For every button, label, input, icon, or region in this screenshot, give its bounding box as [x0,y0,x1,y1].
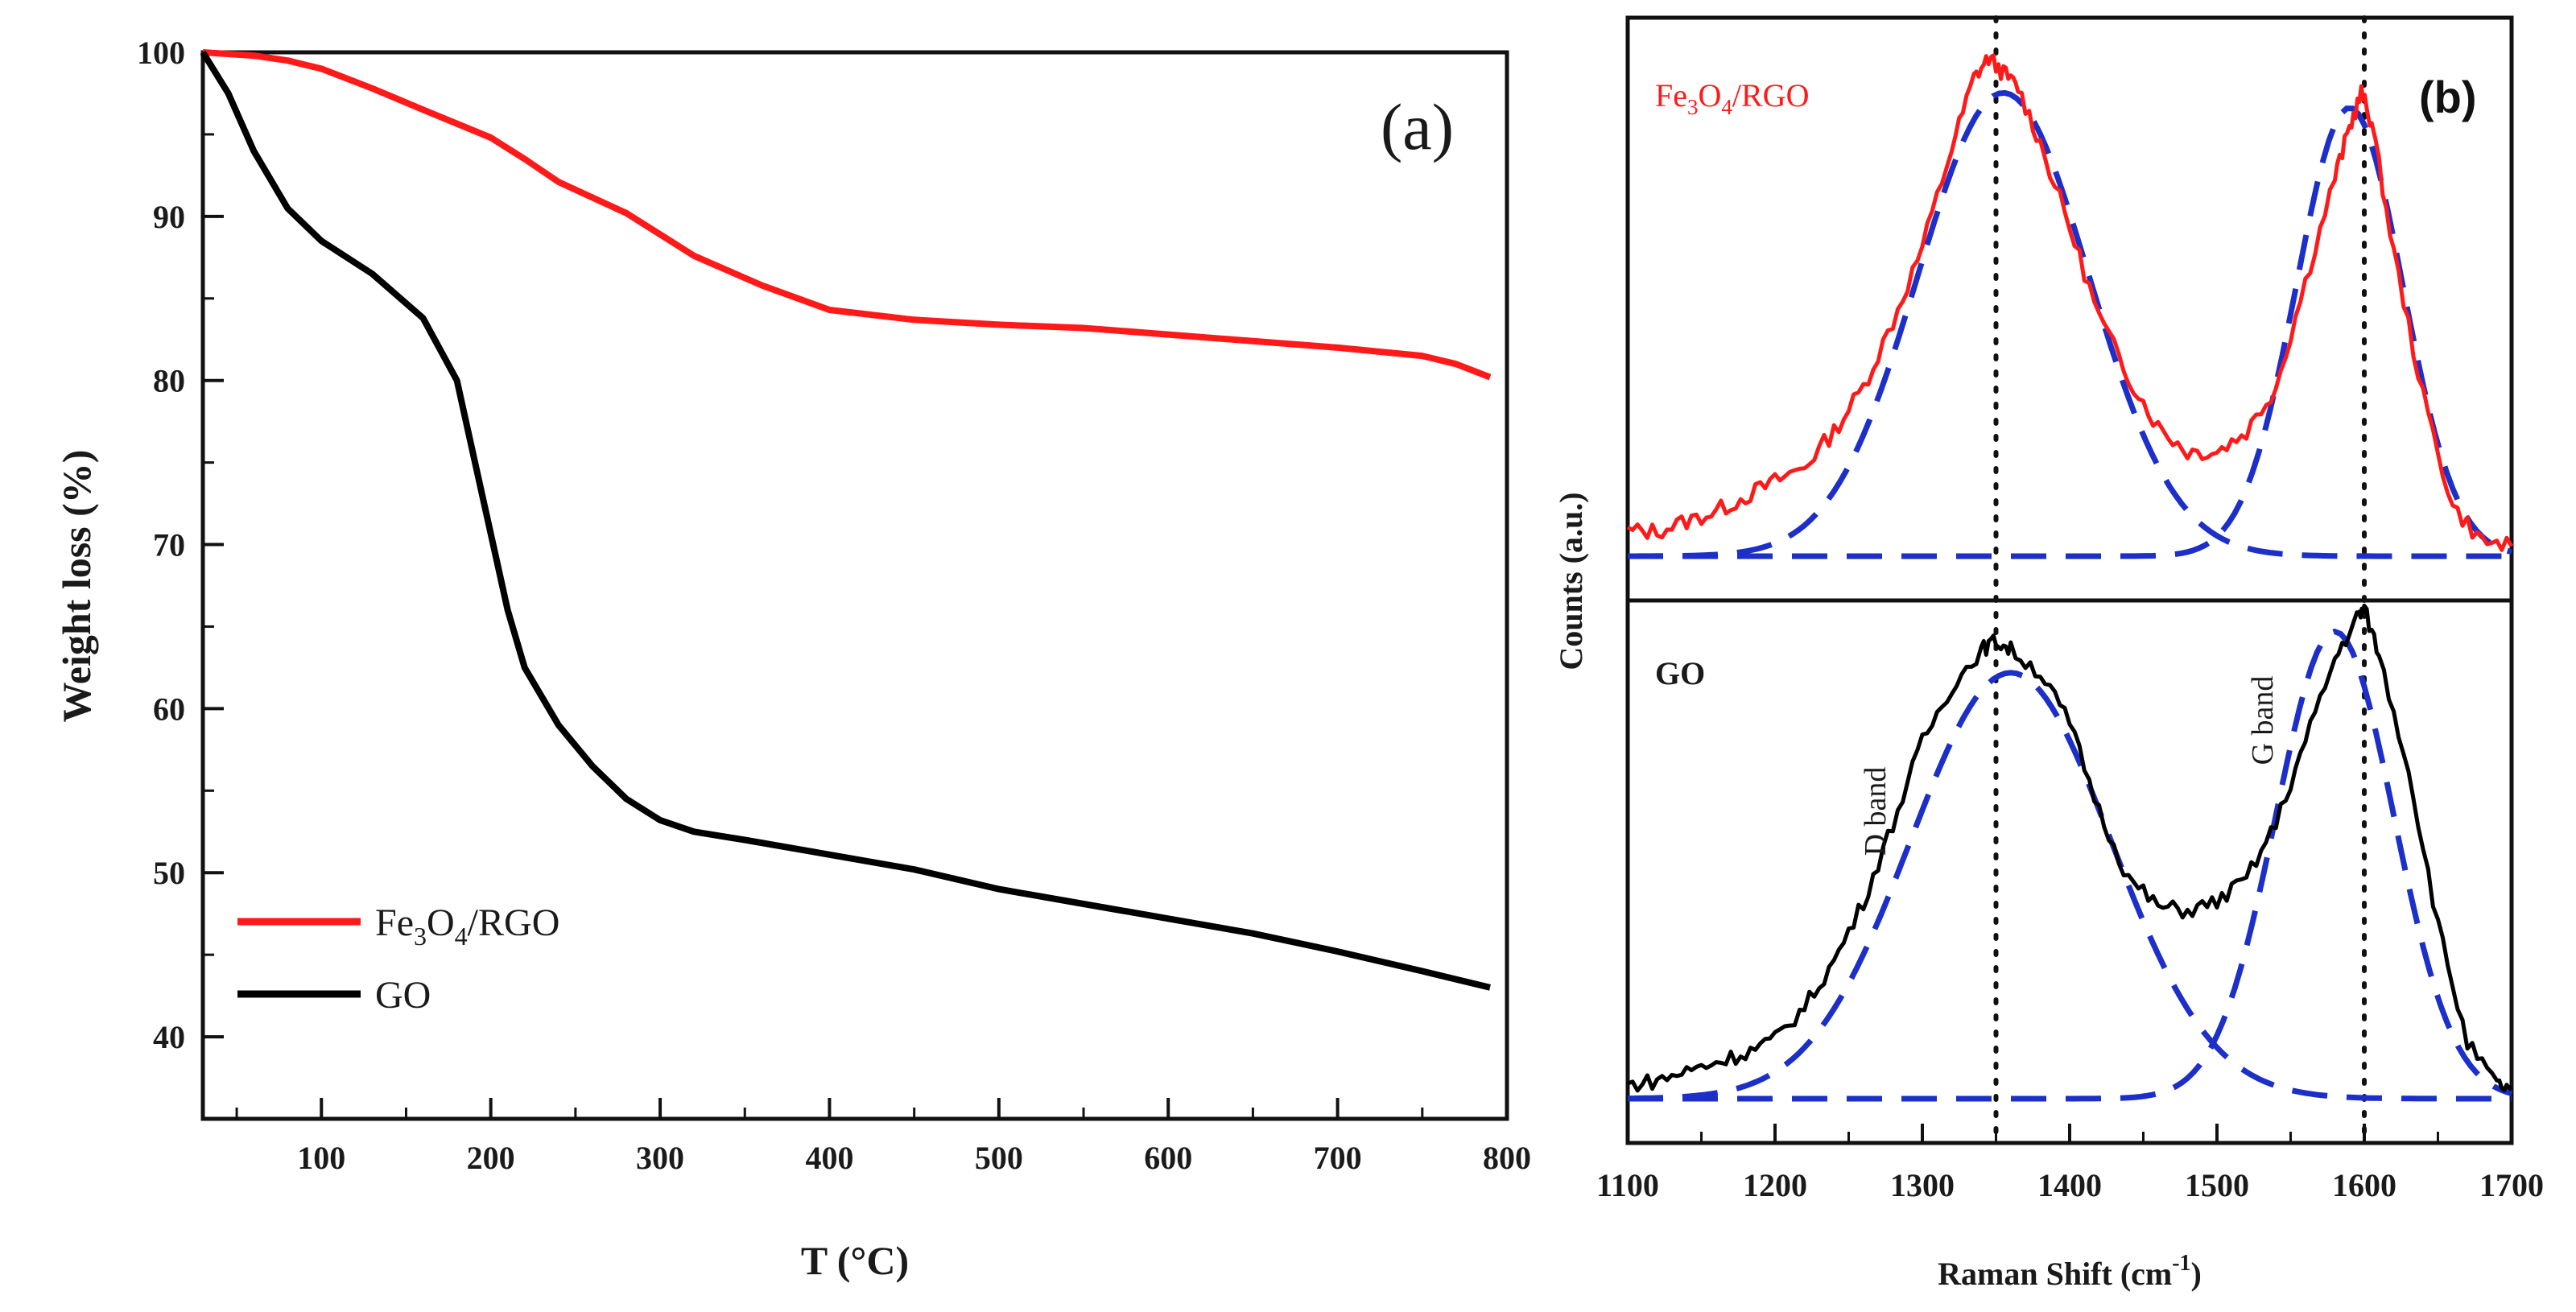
legend-label-go: GO [375,974,431,1017]
tga-y-tick-label: 70 [153,527,185,563]
tga-y-tick-label: 90 [153,199,185,235]
sub-o-sub: 4 [1721,95,1732,119]
subplot-label-go: GO [1655,655,1705,691]
tga-legend: Fe3O4/RGO GO [237,901,559,1017]
raman-plot-frame [1625,15,2514,1145]
legend-fe: Fe [375,901,414,944]
sub-fe: Fe [1655,77,1687,113]
tga-x-tick-label: 200 [467,1140,515,1176]
legend-o: O [427,901,455,944]
tga-x-axis-label: T (°C) [801,1238,909,1283]
sub-rgo: /RGO [1732,77,1810,113]
tga-y-tick-label: 80 [153,363,185,399]
tga-chart: 100 200 300 400 500 600 700 800 40 50 60 70 80 90100 … [54,35,1531,1283]
raman-x-tick-label: 1500 [2185,1167,2249,1203]
sub-o: O [1699,77,1722,113]
tga-plot-frame [200,50,1509,1121]
raman-xlabel-main: Raman Shift (cm [1938,1256,2172,1292]
tga-x-tick-label: 400 [805,1140,853,1176]
raman-ticks: 1100 1200 1300 1400 1500 1600 1700 [1596,1124,2544,1203]
raman-x-tick-label: 1600 [2332,1167,2396,1203]
tga-x-tick-label: 600 [1144,1140,1192,1176]
raman-fit-go [1628,670,2512,1102]
raman-fit-fe3o4-rgo [1628,105,2512,559]
tga-x-tick-label: 300 [636,1140,684,1176]
tga-x-axis-label-text: T (°C) [801,1238,909,1283]
raman-fit-fe3o4-rgo [1628,89,2512,559]
legend-fe-sub: 3 [414,922,427,951]
raman-xlabel-tail: ) [2191,1256,2202,1292]
raman-spectrum-fe3o4-rgo [1626,53,2514,552]
raman-x-tick-label: 1400 [2037,1167,2102,1203]
tga-y-tick-label: 40 [153,1019,185,1055]
raman-x-axis-label: Raman Shift (cm-1) [1938,1251,2202,1292]
tga-y-tick-label: 60 [153,691,185,727]
raman-xlabel-sup: -1 [2172,1251,2190,1276]
raman-y-axis-label: Counts (a.u.) [1553,492,1589,670]
raman-x-tick-label: 1700 [2479,1167,2544,1203]
tga-y-axis-label: Weight loss (%) [54,450,99,723]
tga-series-fe3o4-rgo [202,49,1492,381]
subplot-label-fe3o4-rgo: Fe3O4/RGO [1655,77,1809,119]
tga-y-tick-label: 50 [153,855,185,891]
sub-fe-sub: 3 [1687,95,1699,119]
annotation-d-band: D band [1859,767,1893,856]
raman-x-tick-label: 1300 [1890,1167,1955,1203]
raman-chart: 1100 1200 1300 1400 1500 1600 1700 (b) Fe3O4/R… [1553,15,2544,1292]
tga-series-go [200,50,1491,991]
raman-x-tick-label: 1100 [1596,1167,1659,1203]
tga-x-tick-label: 700 [1314,1140,1362,1176]
tga-x-tick-label: 800 [1483,1140,1531,1176]
raman-fit-go [1628,628,2513,1102]
tga-x-tick-label: 100 [297,1140,345,1176]
raman-spectrum-go [1627,604,2513,1093]
tga-x-tick-label: 500 [975,1140,1023,1176]
tga-series [200,49,1492,991]
raman-x-tick-label: 1200 [1743,1167,1807,1203]
panel-label-b: (b) [2419,72,2477,122]
tga-y-tick-label: 100 [137,35,185,71]
raman-series [1626,15,2514,1145]
tga-ticks: 100 200 300 400 500 600 700 800 40 50 60 70 80 90 100 [137,35,1531,1176]
annotation-g-band: G band [2246,676,2280,765]
legend-rgo: /RGO [468,901,560,944]
legend-label-fe3o4-rgo: Fe3O4/RGO [375,901,559,951]
legend-o-sub: 4 [455,922,468,951]
panel-label-a: (a) [1381,90,1454,163]
